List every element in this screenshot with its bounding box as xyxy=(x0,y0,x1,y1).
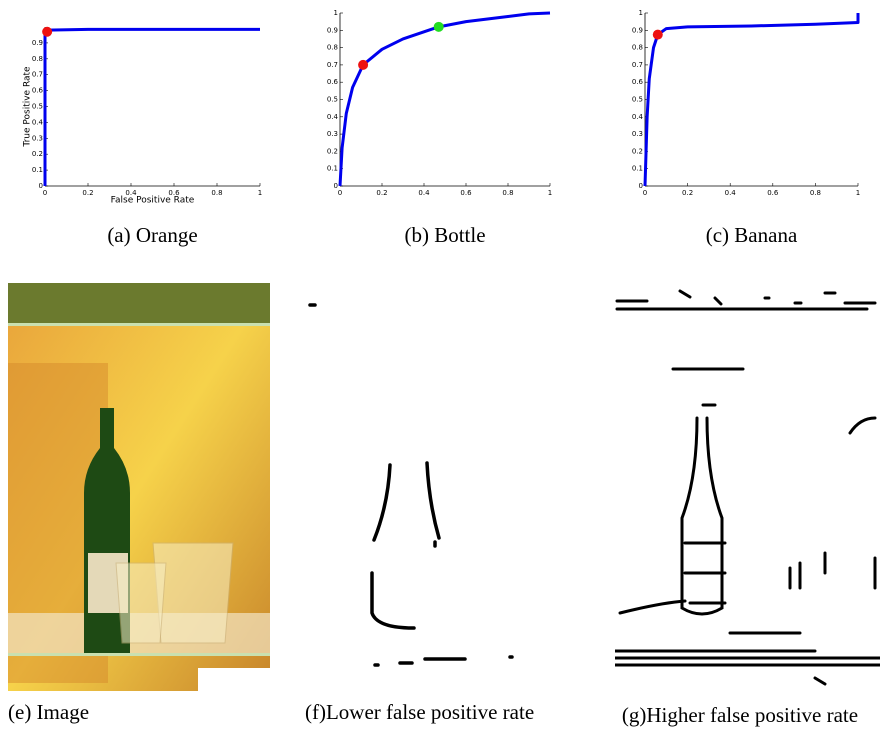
y-tick-label: 0.4 xyxy=(327,113,339,121)
y-tick-label: 0.1 xyxy=(327,165,338,173)
edge-map-high xyxy=(615,283,880,691)
y-tick-label: 0.1 xyxy=(32,166,43,174)
x-tick-label: 0.6 xyxy=(767,189,779,197)
y-tick-label: 0.5 xyxy=(327,96,338,104)
x-tick-label: 0.2 xyxy=(82,189,93,197)
figure-page: 0 0.1 0.2 0.3 0.4 0.5 0.6 0.7 0.8 0.9 0 0.2 0.4 0.6 0.… xyxy=(0,0,880,755)
y-tick-label: 0.5 xyxy=(32,103,43,111)
y-axis-label: True Positive Rate xyxy=(23,66,33,148)
y-tick-label: 0.2 xyxy=(632,147,643,155)
caption: (b) Bottle xyxy=(375,223,515,248)
roc-curve xyxy=(340,13,550,186)
x-tick-label: 0 xyxy=(43,189,47,197)
y-tick-label: 0.2 xyxy=(32,150,43,158)
y-tick-label: 0.4 xyxy=(632,113,644,121)
x-tick-label: 1 xyxy=(258,189,262,197)
y-tick-label: 1 xyxy=(639,9,643,17)
x-tick-label: 0.8 xyxy=(502,189,513,197)
y-tick-label: 0.8 xyxy=(327,44,338,52)
y-tick-label: 0.9 xyxy=(32,39,43,47)
roc-curve xyxy=(645,13,858,186)
y-tick-label: 0.9 xyxy=(632,26,643,34)
y-tick-label: 0.6 xyxy=(632,78,644,86)
photo xyxy=(8,283,270,691)
x-tick-label: 1 xyxy=(856,189,860,197)
operating-point xyxy=(653,30,663,40)
x-tick-label: 0.2 xyxy=(376,189,387,197)
y-tick-label: 0.5 xyxy=(632,96,643,104)
caption: (c) Banana xyxy=(682,223,822,248)
operating-point xyxy=(358,60,368,70)
y-tick-label: 0.1 xyxy=(632,165,643,173)
caption: (a) Orange xyxy=(83,223,223,248)
x-tick-label: 0.8 xyxy=(810,189,821,197)
x-axis-label: False Positive Rate xyxy=(111,196,195,206)
y-tick-label: 0.6 xyxy=(327,78,339,86)
roc-curve xyxy=(45,29,260,186)
x-tick-label: 0 xyxy=(643,189,647,197)
y-tick-label: 0.2 xyxy=(327,147,338,155)
caption: (e) Image xyxy=(8,700,89,725)
x-tick-label: 1 xyxy=(548,189,552,197)
caption: (f)Lower false positive rate xyxy=(305,700,534,725)
operating-point xyxy=(42,27,52,37)
y-tick-label: 0.8 xyxy=(632,44,643,52)
y-tick-label: 1 xyxy=(334,9,338,17)
y-tick-label: 0.9 xyxy=(327,26,338,34)
y-tick-label: 0.7 xyxy=(32,71,43,79)
y-tick-label: 0.3 xyxy=(32,134,43,142)
y-tick-label: 0.3 xyxy=(632,130,643,138)
caption: (g)Higher false positive rate xyxy=(600,700,880,730)
y-tick-label: 0.3 xyxy=(327,130,338,138)
x-tick-label: 0.4 xyxy=(725,189,737,197)
y-tick-label: 0.8 xyxy=(32,55,43,63)
x-tick-label: 0.8 xyxy=(211,189,222,197)
edge-map-low xyxy=(305,283,590,691)
operating-point xyxy=(434,22,444,32)
y-tick-label: 0.6 xyxy=(32,87,44,95)
x-tick-label: 0.2 xyxy=(682,189,693,197)
x-tick-label: 0 xyxy=(338,189,342,197)
y-tick-label: 0.7 xyxy=(327,61,338,69)
y-tick-label: 0.4 xyxy=(32,118,44,126)
x-tick-label: 0.6 xyxy=(460,189,472,197)
y-tick-label: 0.7 xyxy=(632,61,643,69)
x-tick-label: 0.4 xyxy=(418,189,430,197)
